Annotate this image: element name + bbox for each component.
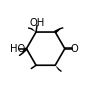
Polygon shape bbox=[23, 48, 27, 53]
Text: HO: HO bbox=[10, 44, 25, 54]
Text: OH: OH bbox=[30, 18, 45, 28]
Text: O: O bbox=[70, 44, 78, 54]
Polygon shape bbox=[55, 29, 60, 33]
